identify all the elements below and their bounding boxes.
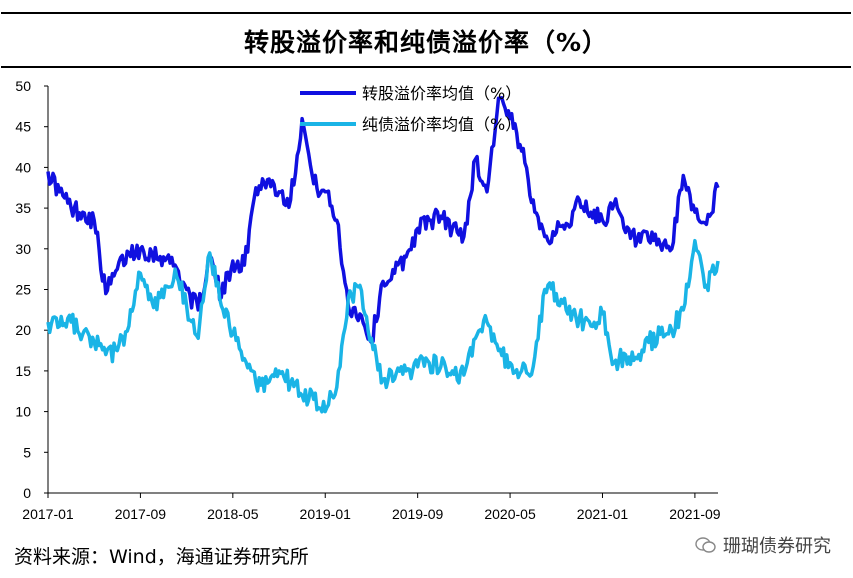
series-line-2 [46,238,720,414]
legend-label-2: 纯债溢价率均值（%） [362,115,521,134]
y-tick-label: 50 [15,78,31,94]
x-tick-label: 2021-09 [669,506,721,522]
y-tick-label: 10 [15,404,31,420]
x-tick-label: 2017-01 [22,506,74,522]
y-tick-label: 0 [23,485,31,501]
y-tick-label: 20 [15,322,31,338]
y-tick-label: 30 [15,241,31,257]
x-tick-label: 2021-01 [577,506,629,522]
series-line-1 [46,96,720,345]
y-tick-label: 15 [15,363,31,379]
watermark: 珊瑚债券研究 [695,532,831,558]
y-tick-label: 25 [15,282,31,298]
x-tick-label: 2018-05 [207,506,259,522]
x-tick-label: 2020-05 [484,506,536,522]
title-frame: 转股溢价率和纯债溢价率（%） [1,12,851,68]
source-note: 资料来源：Wind，海通证券研究所 [14,546,309,568]
y-tick-label: 40 [15,159,31,175]
y-tick-label: 5 [23,444,31,460]
watermark-text: 珊瑚债券研究 [723,536,831,557]
legend-label-1: 转股溢价率均值（%） [362,84,521,103]
chart-title: 转股溢价率和纯债溢价率（%） [243,28,609,57]
y-tick-label: 35 [15,200,31,216]
y-tick-label: 45 [15,119,31,135]
x-tick-label: 2019-01 [300,506,352,522]
x-tick-label: 2017-09 [115,506,167,522]
wechat-icon [695,537,716,553]
x-tick-label: 2019-09 [392,506,444,522]
